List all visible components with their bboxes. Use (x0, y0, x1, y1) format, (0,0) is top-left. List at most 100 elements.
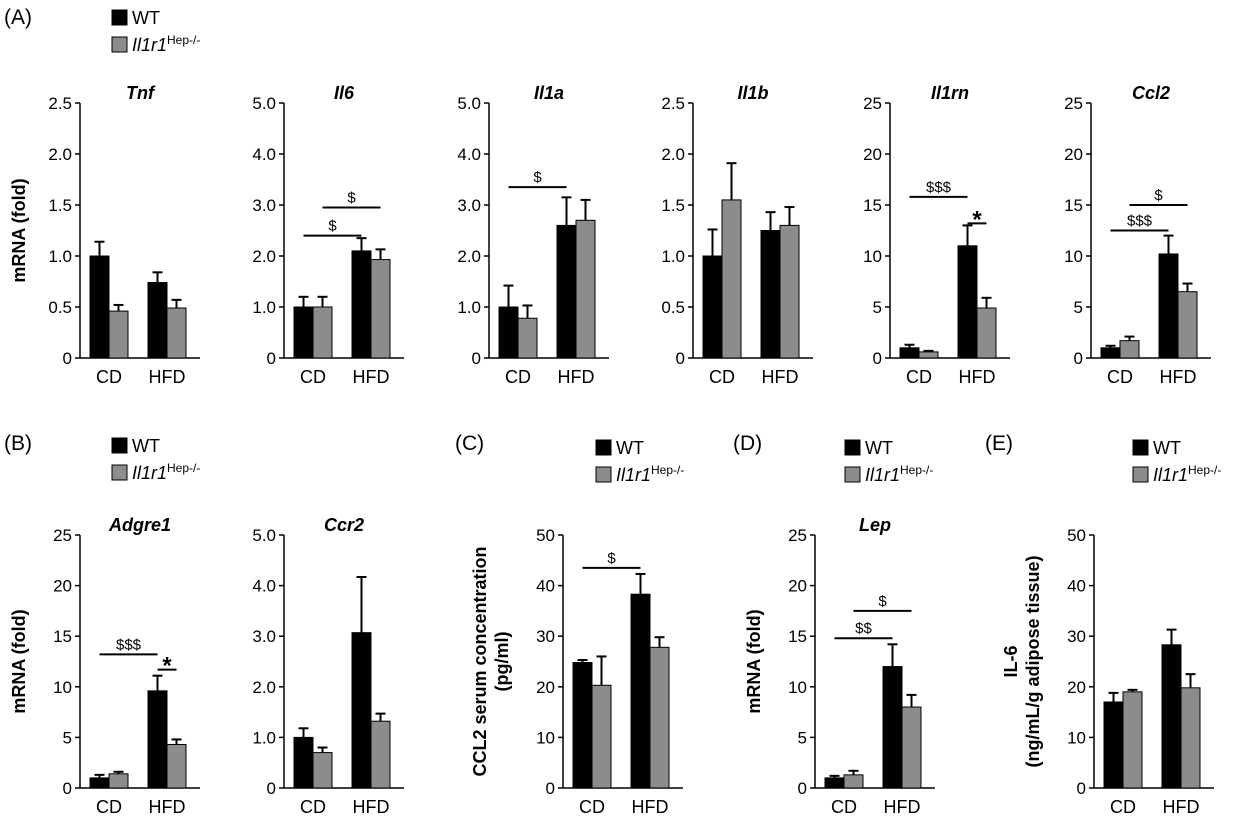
bar-HFD-wt (351, 250, 372, 359)
y-tick-label: 1.0 (252, 728, 276, 747)
y-tick-label: 40 (1067, 577, 1086, 596)
legend: WT Il1r1Hep-/- (111, 8, 200, 55)
legend-label-ko: Il1r1Hep-/- (616, 463, 684, 485)
y-tick-label: 0 (1077, 779, 1086, 798)
y-axis-label: mRNA (fold) (9, 609, 29, 713)
y-tick-label: 10 (1064, 247, 1083, 266)
legend: WT Il1r1Hep-/- (111, 436, 200, 483)
y-tick-label: 2.0 (252, 247, 276, 266)
chart-title: Tnf (126, 83, 156, 103)
significance-label: $$$ (926, 179, 952, 196)
significance-label: $ (328, 218, 337, 235)
legend-swatch-ko (595, 466, 612, 483)
bar-HFD-ko (370, 720, 391, 789)
chart-5: Ccl2 0 5 10 15 20 25 CD HFD $$$$ (1064, 83, 1211, 387)
y-tick-label: 10 (863, 247, 882, 266)
y-axis-label: (ng/mL/g adipose tissue) (1023, 555, 1043, 767)
x-tick-label: CD (831, 797, 857, 817)
bar-HFD-wt (147, 690, 168, 789)
y-tick-label: 15 (1064, 196, 1083, 215)
y-tick-label: 15 (788, 627, 807, 646)
legend: WT Il1r1Hep-/- (1132, 438, 1221, 485)
legend-label-wt: WT (1153, 438, 1181, 458)
legend-label-ko: Il1r1Hep-/- (132, 461, 200, 483)
bar-HFD-ko (976, 307, 997, 359)
bar-CD-ko (517, 317, 538, 359)
chart-2: Il1a 0 1.0 2.0 3.0 4.0 5.0 CD HFD $ (457, 83, 609, 387)
bar-CD-wt (293, 306, 314, 359)
y-tick-label: 5 (1074, 298, 1083, 317)
x-tick-label: CD (300, 797, 326, 817)
bar-HFD-wt (882, 666, 903, 789)
bar-CD-ko (312, 752, 333, 789)
legend-label-wt: WT (865, 438, 893, 458)
bar-CD-wt (899, 347, 920, 359)
bar-CD-ko (108, 310, 129, 359)
x-tick-label: HFD (959, 367, 996, 387)
x-tick-label: CD (709, 367, 735, 387)
chart-1: Il6 0 1.0 2.0 3.0 4.0 5.0 CD HFD $ $ (252, 83, 404, 387)
y-tick-label: 0 (873, 349, 882, 368)
x-tick-label: HFD (762, 367, 799, 387)
bar-CD-wt (498, 306, 519, 359)
chart-8: 0 10 20 30 40 50 CCL2 serum concentration (pg/m… (470, 526, 683, 817)
y-tick-label: 0 (63, 779, 72, 798)
x-tick-label: HFD (1163, 797, 1200, 817)
chart-7: Ccr2 0 1.0 2.0 3.0 4.0 5.0 CD HFD (252, 515, 404, 817)
bar-CD-wt (702, 255, 723, 359)
bar-HFD-ko (575, 219, 596, 359)
bar-HFD-wt (630, 593, 651, 789)
y-tick-label: 4.0 (252, 577, 276, 596)
y-tick-label: 0 (267, 349, 276, 368)
y-tick-label: 25 (53, 526, 72, 545)
significance-label: $ (1154, 187, 1163, 204)
y-tick-label: 1.0 (661, 247, 685, 266)
y-tick-label: 3.0 (252, 196, 276, 215)
y-tick-label: 0 (63, 349, 72, 368)
x-tick-label: HFD (149, 367, 186, 387)
bar-CD-wt (89, 255, 110, 359)
y-axis-label: IL-6 (1001, 645, 1021, 677)
bar-CD-wt (824, 777, 845, 789)
bar-CD-ko (1122, 691, 1143, 789)
y-tick-label: 5.0 (252, 94, 276, 113)
y-tick-label: 10 (788, 678, 807, 697)
x-tick-label: HFD (353, 797, 390, 817)
legend-swatch-wt (1132, 439, 1149, 456)
significance-label: $$ (855, 620, 872, 637)
bar-CD-ko (312, 306, 333, 359)
y-tick-label: 2.0 (661, 145, 685, 164)
bar-HFD-ko (1177, 291, 1198, 359)
x-tick-label: HFD (884, 797, 921, 817)
bar-HFD-ko (166, 307, 187, 359)
y-tick-label: 3.0 (252, 627, 276, 646)
bar-HFD-ko (370, 259, 391, 359)
y-tick-label: 0 (267, 779, 276, 798)
y-tick-label: 0 (1074, 349, 1083, 368)
x-tick-label: HFD (1160, 367, 1197, 387)
y-tick-label: 25 (788, 526, 807, 545)
legend-label-wt: WT (132, 8, 160, 28)
significance-label: $$$ (116, 636, 142, 653)
bar-CD-wt (572, 662, 593, 789)
y-tick-label: 2.0 (48, 145, 72, 164)
y-tick-label: 1.0 (252, 298, 276, 317)
y-tick-label: 5 (63, 728, 72, 747)
y-tick-label: 2.0 (457, 247, 481, 266)
chart-4: Il1rn 0 5 10 15 20 25 CD HFD $$$ * (863, 83, 1010, 387)
bar-CD-wt (89, 777, 110, 789)
bar-CD-ko (591, 684, 612, 789)
bar-CD-ko (108, 773, 129, 789)
bar-HFD-wt (556, 224, 577, 359)
y-tick-label: 2.5 (48, 94, 72, 113)
y-tick-label: 2.5 (661, 94, 685, 113)
y-tick-label: 1.0 (457, 298, 481, 317)
y-tick-label: 0 (676, 349, 685, 368)
y-axis-label: mRNA (fold) (744, 609, 764, 713)
chart-title: Adgre1 (108, 515, 171, 535)
x-tick-label: CD (96, 367, 122, 387)
bar-HFD-wt (147, 282, 168, 359)
bar-HFD-ko (649, 646, 670, 789)
chart-title: Ccr2 (324, 515, 364, 535)
